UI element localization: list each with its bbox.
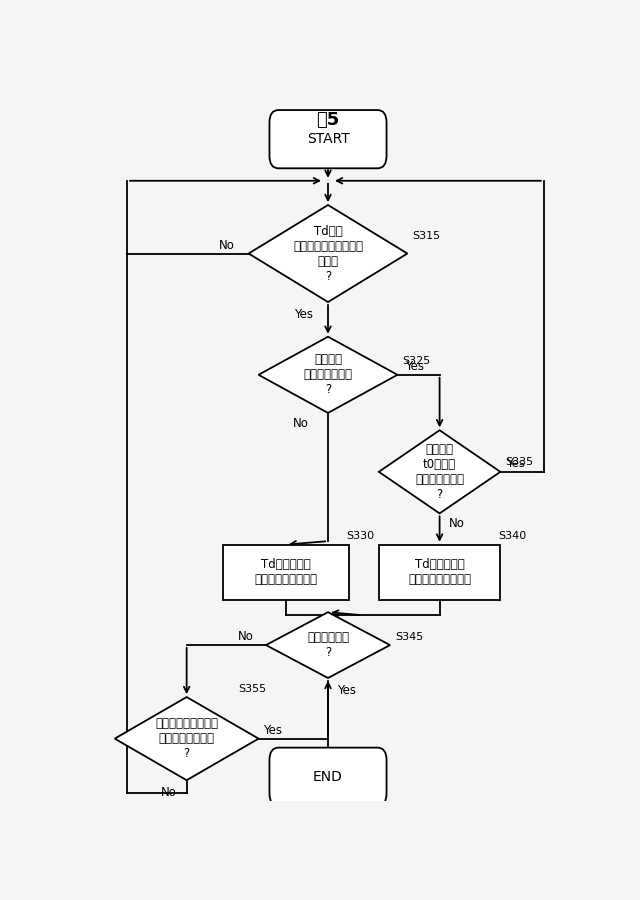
- Polygon shape: [259, 337, 397, 413]
- Text: 継続して
t0秒以上
さえぎられるか
?: 継続して t0秒以上 さえぎられるか ?: [415, 443, 464, 500]
- Polygon shape: [248, 205, 408, 302]
- FancyBboxPatch shape: [269, 110, 387, 168]
- Bar: [379, 544, 500, 600]
- Polygon shape: [379, 430, 500, 513]
- Text: S345: S345: [395, 632, 423, 643]
- Text: 建造物に
さえぎられるか
?: 建造物に さえぎられるか ?: [303, 354, 353, 396]
- Text: Yes: Yes: [506, 457, 525, 470]
- Text: No: No: [292, 417, 308, 430]
- Text: Yes: Yes: [405, 360, 424, 373]
- Text: No: No: [449, 518, 465, 530]
- Polygon shape: [266, 612, 390, 678]
- Text: Yes: Yes: [264, 724, 282, 737]
- Text: S330: S330: [347, 531, 375, 541]
- Text: Td先に
ユーザの視界に夕日が
入るか
?: Td先に ユーザの視界に夕日が 入るか ?: [293, 224, 363, 283]
- Text: 今、ユーザの視界に
夕日が入っている
?: 今、ユーザの視界に 夕日が入っている ?: [155, 717, 218, 760]
- Polygon shape: [115, 697, 259, 780]
- Text: Yes: Yes: [294, 308, 313, 321]
- Text: END: END: [313, 770, 343, 784]
- Text: S315: S315: [412, 231, 440, 241]
- FancyBboxPatch shape: [269, 748, 387, 806]
- Text: No: No: [237, 630, 253, 644]
- Text: START: START: [307, 132, 349, 146]
- Text: Td先に視界に
夕日が入る旨を警告: Td先に視界に 夕日が入る旨を警告: [254, 558, 317, 586]
- Text: S335: S335: [506, 457, 534, 467]
- Text: S325: S325: [403, 356, 431, 366]
- Text: 目的地に到着
?: 目的地に到着 ?: [307, 631, 349, 659]
- Text: Td先に視界に
夕日が入る旨を警告: Td先に視界に 夕日が入る旨を警告: [408, 558, 471, 586]
- Text: S340: S340: [498, 531, 526, 541]
- Text: Yes: Yes: [337, 684, 356, 697]
- Text: S355: S355: [239, 684, 267, 694]
- Text: No: No: [218, 238, 234, 252]
- Text: No: No: [161, 787, 177, 799]
- Text: 図5: 図5: [316, 112, 340, 130]
- Bar: [223, 544, 349, 600]
